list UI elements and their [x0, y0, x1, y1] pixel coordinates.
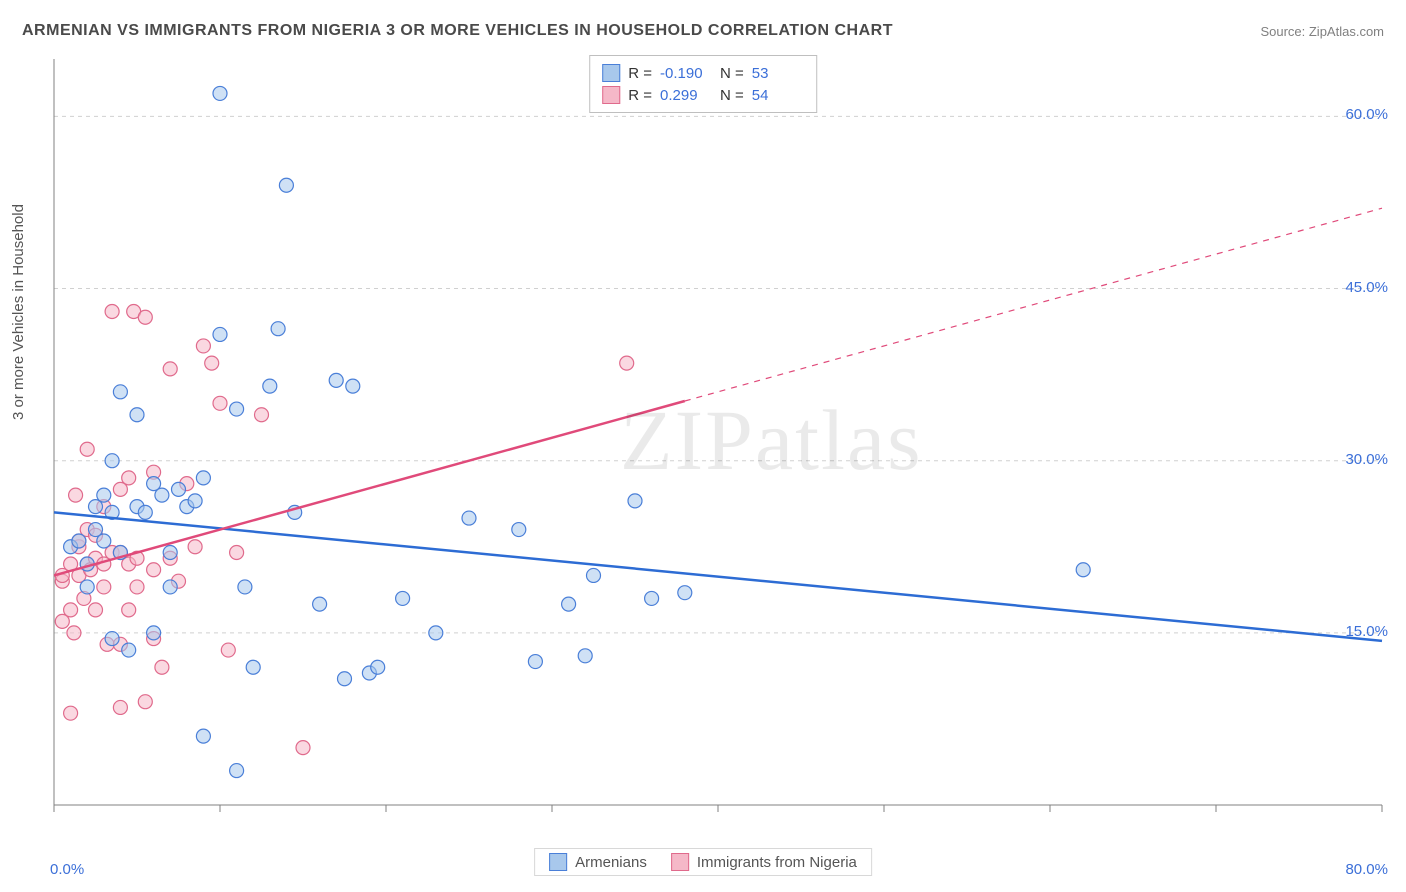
stats-row: R = 0.299 N = 54 [602, 84, 804, 106]
y-tick-label: 15.0% [1345, 623, 1388, 640]
y-axis-label: 3 or more Vehicles in Household [10, 204, 27, 420]
legend-swatch-blue [549, 853, 567, 871]
scatter-plot [50, 55, 1386, 845]
stat-n-value: 53 [752, 65, 804, 82]
stats-legend: R = -0.190 N = 53 R = 0.299 N = 54 [589, 55, 817, 113]
legend-label: Immigrants from Nigeria [697, 854, 857, 871]
series-legend: Armenians Immigrants from Nigeria [534, 848, 872, 876]
stat-r-value: -0.190 [660, 65, 712, 82]
legend-item: Armenians [549, 853, 647, 871]
x-axis-start-label: 0.0% [50, 861, 84, 878]
y-tick-label: 30.0% [1345, 451, 1388, 468]
legend-item: Immigrants from Nigeria [671, 853, 857, 871]
source-label: Source: ZipAtlas.com [1260, 24, 1384, 39]
stat-label: R = [628, 87, 652, 104]
chart-title: ARMENIAN VS IMMIGRANTS FROM NIGERIA 3 OR… [22, 22, 893, 40]
chart-area [50, 55, 1386, 845]
stats-row: R = -0.190 N = 53 [602, 62, 804, 84]
stat-label: N = [720, 87, 744, 104]
stat-r-value: 0.299 [660, 87, 712, 104]
stat-n-value: 54 [752, 87, 804, 104]
x-axis-end-label: 80.0% [1345, 861, 1388, 878]
legend-swatch-blue [602, 64, 620, 82]
legend-swatch-pink [671, 853, 689, 871]
legend-label: Armenians [575, 854, 647, 871]
stat-label: N = [720, 65, 744, 82]
y-tick-label: 45.0% [1345, 279, 1388, 296]
y-tick-label: 60.0% [1345, 106, 1388, 123]
stat-label: R = [628, 65, 652, 82]
legend-swatch-pink [602, 86, 620, 104]
